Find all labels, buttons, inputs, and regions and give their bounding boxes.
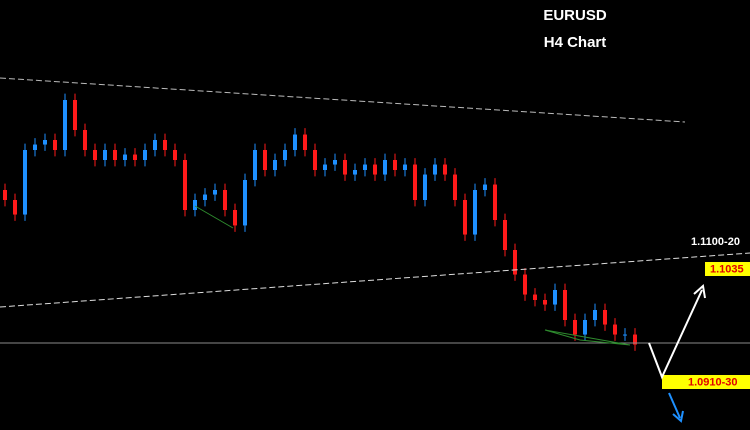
- candle-body: [93, 150, 97, 160]
- label-box: [662, 375, 750, 389]
- candle-body: [223, 190, 227, 210]
- candle-body: [553, 290, 557, 305]
- projection-arrow: [648, 289, 703, 380]
- candle-body: [383, 160, 387, 175]
- candle-body: [323, 164, 327, 170]
- candle-body: [503, 220, 507, 250]
- candle-body: [243, 180, 247, 226]
- candle-body: [563, 290, 567, 320]
- candle-body: [273, 160, 277, 170]
- candle-body: [63, 100, 67, 150]
- upper-trendline: [0, 77, 686, 123]
- lower-trendline: [0, 252, 750, 308]
- target-label: 1.1035: [710, 263, 744, 275]
- level-label: 1.1100-20: [691, 236, 740, 248]
- candle-body: [173, 150, 177, 160]
- candle-body: [313, 150, 317, 170]
- candle-body: [333, 160, 337, 165]
- candle-body: [363, 164, 367, 170]
- candle-body: [343, 160, 347, 175]
- candle-body: [483, 184, 487, 190]
- candle-body: [33, 144, 37, 150]
- candle-body: [403, 164, 407, 170]
- candle-body: [633, 334, 637, 345]
- candle-body: [73, 100, 77, 130]
- candle-body: [453, 174, 457, 200]
- candle-body: [523, 274, 527, 295]
- label-box: [705, 262, 750, 276]
- candle-body: [423, 174, 427, 200]
- candle-body: [113, 150, 117, 160]
- candle-body: [103, 150, 107, 160]
- candle-body: [433, 164, 437, 175]
- candle-body: [193, 200, 197, 210]
- down-arrow: [668, 392, 681, 419]
- candle-body: [23, 150, 27, 215]
- candle-body: [303, 134, 307, 150]
- candle-body: [53, 140, 57, 150]
- candle-body: [493, 184, 497, 220]
- candle-body: [153, 140, 157, 150]
- candle-body: [3, 190, 7, 200]
- candle-body: [533, 294, 537, 300]
- candle-body: [83, 130, 87, 150]
- candle-body: [353, 170, 357, 175]
- chart-title: EURUSD: [543, 7, 607, 24]
- candle-body: [543, 300, 547, 305]
- candle-body: [473, 190, 477, 235]
- chart-subtitle: H4 Chart: [544, 34, 607, 51]
- candle-body: [213, 190, 217, 195]
- candle-body: [143, 150, 147, 160]
- candle-body: [463, 200, 467, 235]
- candle-body: [123, 154, 127, 160]
- candle-body: [293, 134, 297, 150]
- arrow-head: [672, 410, 684, 423]
- support-label: 1.0910-30: [688, 376, 738, 388]
- candle-body: [263, 150, 267, 170]
- candle-body: [163, 140, 167, 150]
- candle-body: [573, 320, 577, 335]
- candle-body: [43, 140, 47, 145]
- candle-body: [253, 150, 257, 180]
- candle-body: [373, 164, 377, 175]
- candle-body: [183, 160, 187, 210]
- candle-body: [603, 310, 607, 325]
- candle-body: [593, 310, 597, 320]
- candle-body: [513, 250, 517, 275]
- candle-body: [393, 160, 397, 170]
- candle-body: [413, 164, 417, 200]
- pattern-line: [544, 329, 631, 346]
- pattern-line: [194, 205, 234, 229]
- candle-body: [583, 320, 587, 335]
- candle-body: [623, 334, 627, 336]
- candle-body: [233, 210, 237, 226]
- candle-body: [13, 200, 17, 215]
- arrow-head: [693, 284, 706, 299]
- candle-body: [443, 164, 447, 175]
- candle-body: [283, 150, 287, 160]
- candle-body: [613, 324, 617, 335]
- candles: [3, 93, 637, 351]
- candle-body: [203, 194, 207, 200]
- candle-body: [133, 154, 137, 160]
